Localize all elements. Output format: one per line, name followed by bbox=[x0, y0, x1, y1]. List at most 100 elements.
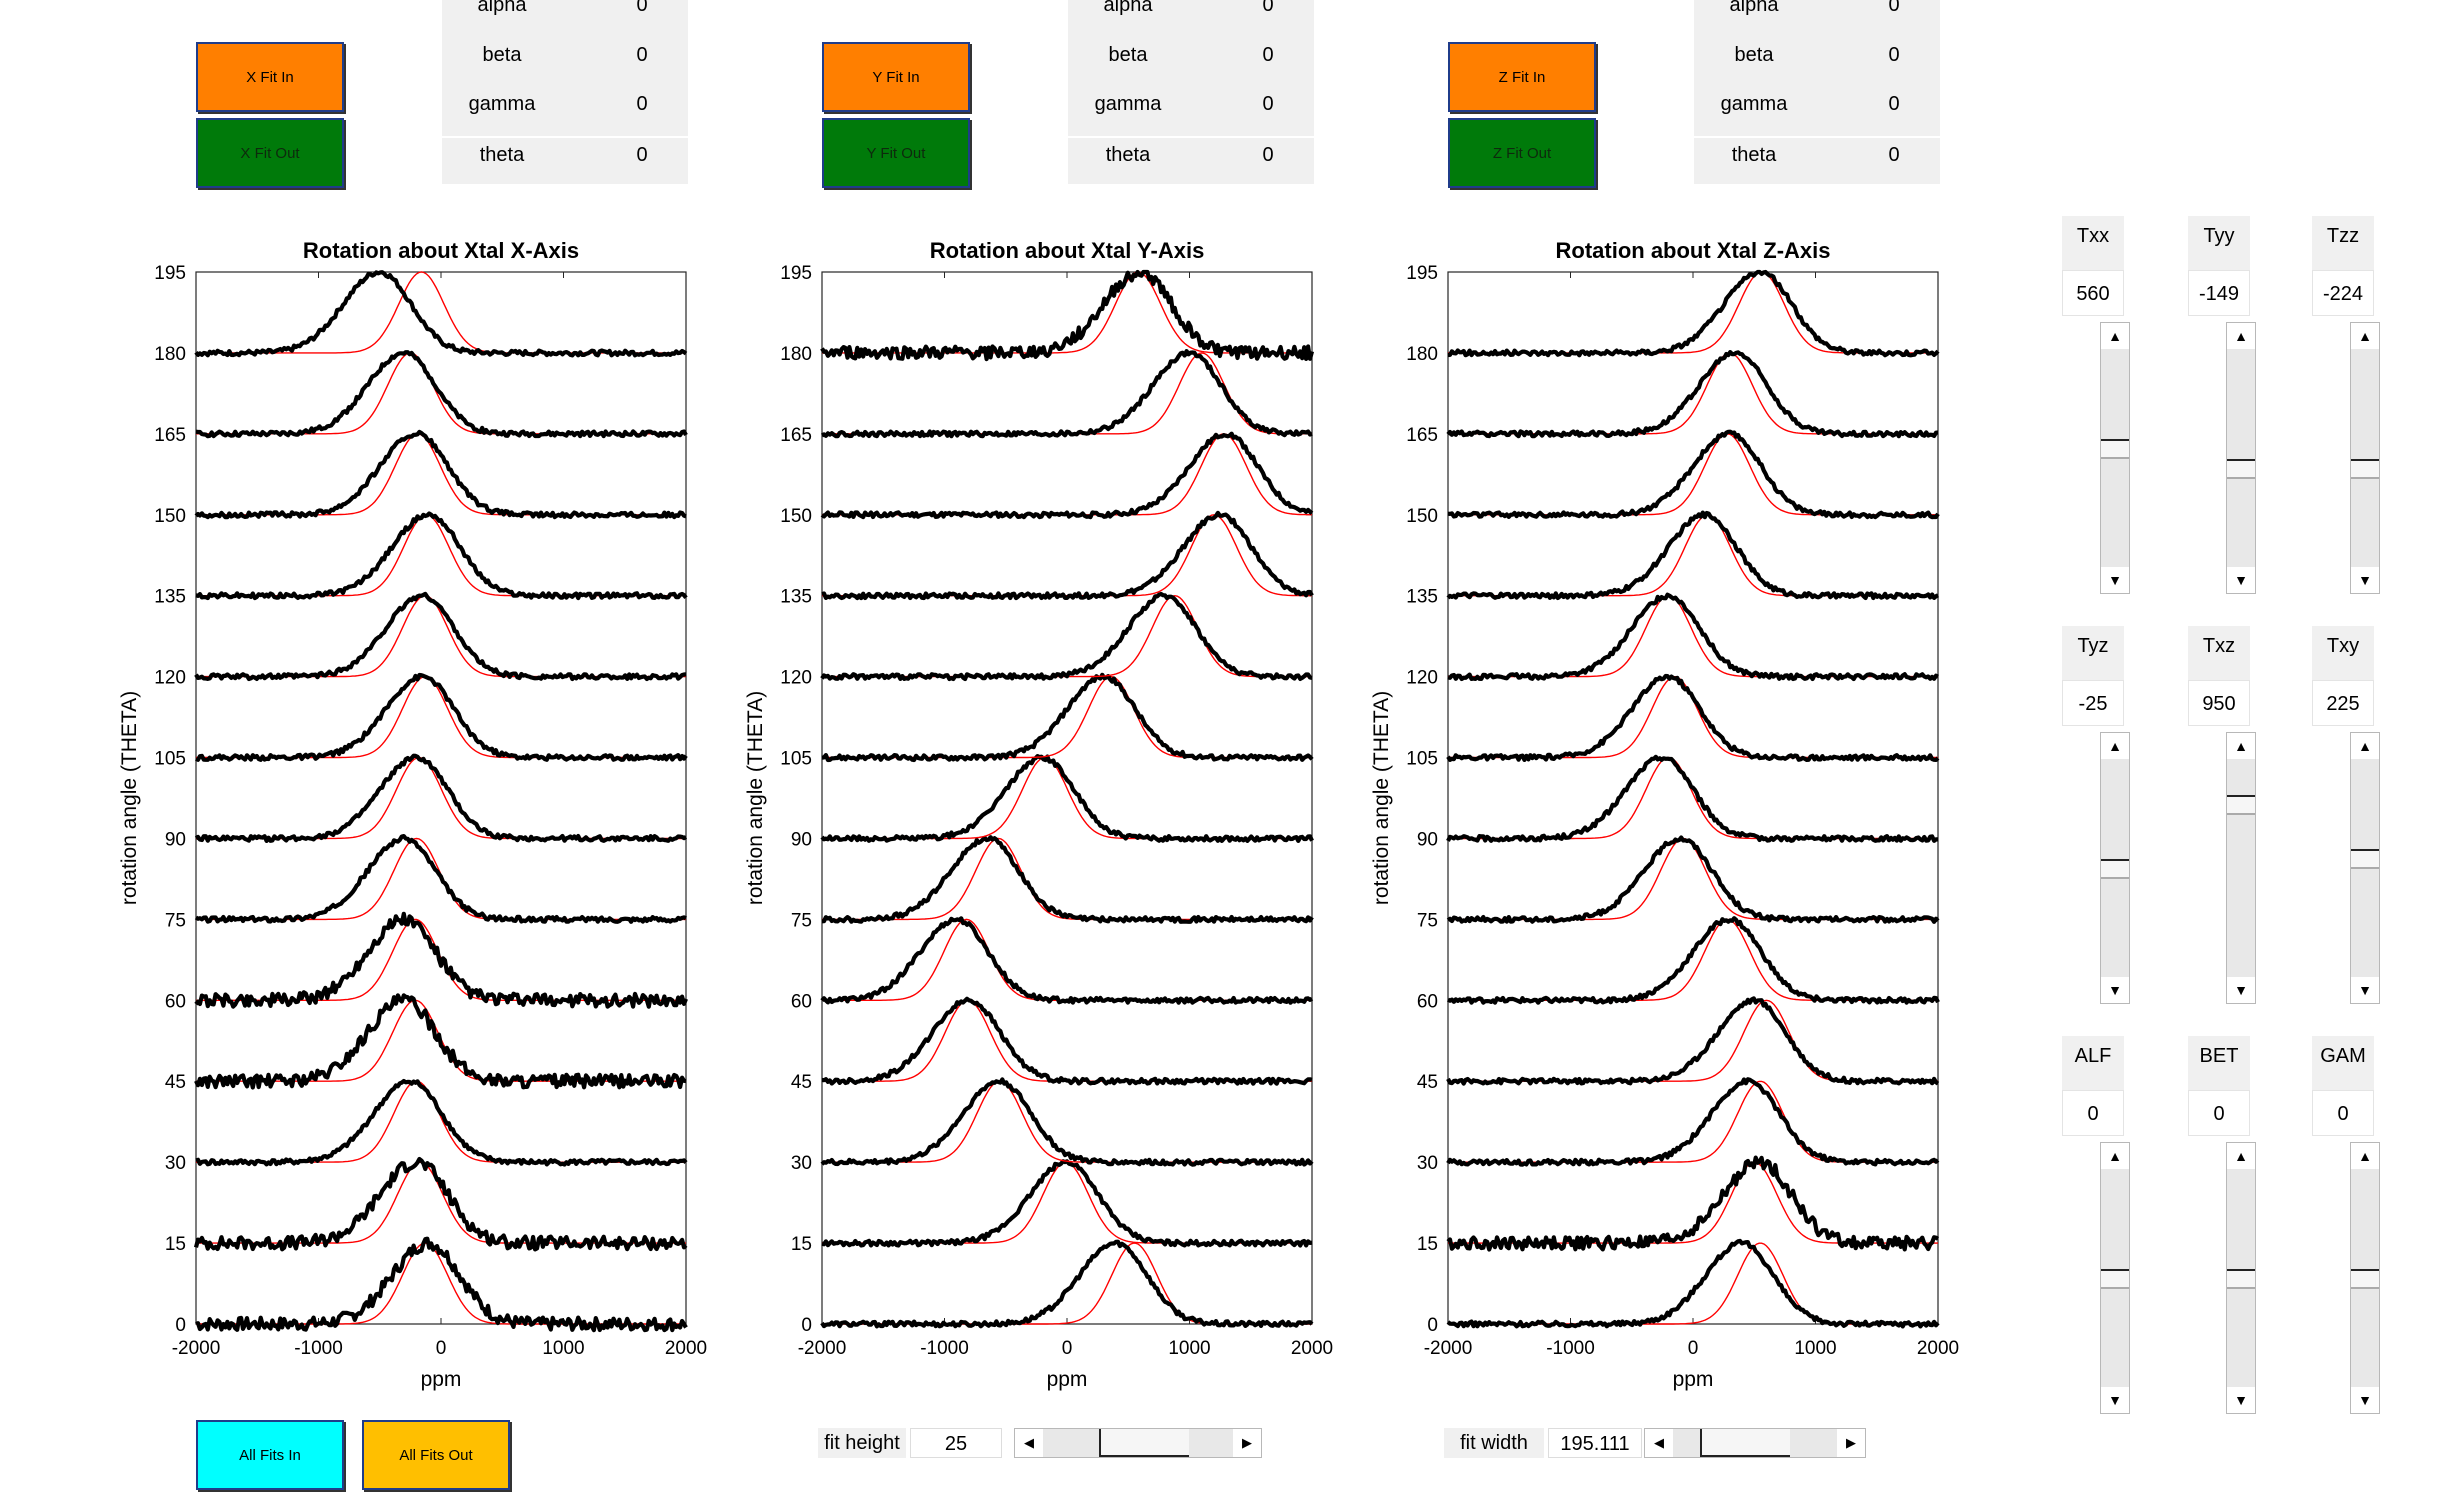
y-params-panel: alpha 0 beta 0 gamma 0 theta 0 bbox=[1068, 0, 1314, 184]
down-arrow-icon[interactable]: ▼ bbox=[2351, 567, 2379, 593]
data-curve-135 bbox=[1446, 510, 1939, 601]
slider-thumb[interactable] bbox=[2351, 849, 2379, 869]
param-value: 0 bbox=[636, 93, 648, 115]
tensor-label-alf: ALF bbox=[2062, 1036, 2124, 1090]
down-arrow-icon[interactable]: ▼ bbox=[2101, 977, 2129, 1003]
y-tick-label: 120 bbox=[780, 668, 812, 689]
y-axis-label: rotation angle (THETA) bbox=[744, 691, 767, 905]
tensor-slider-tzz[interactable]: ▲ ▼ bbox=[2350, 322, 2380, 594]
right-arrow-icon[interactable]: ▶ bbox=[1837, 1429, 1865, 1457]
y-fit-in-button[interactable]: Y Fit In bbox=[822, 42, 970, 112]
x-axis-label: ppm bbox=[421, 1368, 462, 1391]
down-arrow-icon[interactable]: ▼ bbox=[2351, 1387, 2379, 1413]
param-row: alpha 0 bbox=[442, 0, 688, 40]
tensor-slider-tyz[interactable]: ▲ ▼ bbox=[2100, 732, 2130, 1004]
left-arrow-icon[interactable]: ◀ bbox=[1015, 1429, 1043, 1457]
param-row: alpha 0 bbox=[1068, 0, 1314, 40]
tensor-slider-gam[interactable]: ▲ ▼ bbox=[2350, 1142, 2380, 1414]
tensor-input-tyy[interactable]: -149 bbox=[2188, 270, 2250, 316]
y-tick-label: 15 bbox=[1417, 1234, 1438, 1255]
slider-thumb[interactable] bbox=[2227, 1269, 2255, 1289]
slider-thumb[interactable] bbox=[2351, 459, 2379, 479]
param-label: gamma bbox=[1094, 93, 1162, 115]
all-fits-out-button[interactable]: All Fits Out bbox=[362, 1420, 510, 1490]
x-fit-in-button[interactable]: X Fit In bbox=[196, 42, 344, 112]
tensor-slider-txy[interactable]: ▲ ▼ bbox=[2350, 732, 2380, 1004]
tensor-input-txx[interactable]: 560 bbox=[2062, 270, 2124, 316]
left-arrow-icon[interactable]: ◀ bbox=[1645, 1429, 1673, 1457]
x-fit-out-button[interactable]: X Fit Out bbox=[196, 118, 344, 188]
tensor-slider-alf[interactable]: ▲ ▼ bbox=[2100, 1142, 2130, 1414]
tensor-slider-tyy[interactable]: ▲ ▼ bbox=[2226, 322, 2256, 594]
up-arrow-icon[interactable]: ▲ bbox=[2227, 1143, 2255, 1169]
param-value: 0 bbox=[1888, 93, 1900, 115]
data-curve-45 bbox=[1446, 996, 1940, 1086]
z-fit-out-button[interactable]: Z Fit Out bbox=[1448, 118, 1596, 188]
up-arrow-icon[interactable]: ▲ bbox=[2351, 733, 2379, 759]
data-curve-165 bbox=[1446, 349, 1939, 439]
fit-curve-105 bbox=[1448, 676, 1938, 759]
param-value: 0 bbox=[1262, 144, 1274, 166]
x-tick-label: 1000 bbox=[1794, 1338, 1836, 1359]
param-row: beta 0 bbox=[1694, 44, 1940, 90]
slider-thumb[interactable] bbox=[1099, 1429, 1190, 1457]
tensor-input-txy[interactable]: 225 bbox=[2312, 680, 2374, 726]
up-arrow-icon[interactable]: ▲ bbox=[2351, 1143, 2379, 1169]
up-arrow-icon[interactable]: ▲ bbox=[2227, 733, 2255, 759]
data-curve-90 bbox=[194, 753, 688, 844]
x-tick-label: -1000 bbox=[1546, 1338, 1595, 1359]
fit-curve-90 bbox=[1448, 756, 1938, 840]
all-fits-in-button[interactable]: All Fits In bbox=[196, 1420, 344, 1490]
tensor-slider-bet[interactable]: ▲ ▼ bbox=[2226, 1142, 2256, 1414]
fit-width-input[interactable]: 195.111 bbox=[1548, 1428, 1642, 1458]
slider-thumb[interactable] bbox=[2351, 1269, 2379, 1289]
slider-thumb[interactable] bbox=[2101, 859, 2129, 879]
x-params-panel: alpha 0 beta 0 gamma 0 theta 0 bbox=[442, 0, 688, 184]
tensor-input-alf[interactable]: 0 bbox=[2062, 1090, 2124, 1136]
up-arrow-icon[interactable]: ▲ bbox=[2101, 733, 2129, 759]
tensor-input-txz[interactable]: 950 bbox=[2188, 680, 2250, 726]
up-arrow-icon[interactable]: ▲ bbox=[2101, 1143, 2129, 1169]
y-tick-label: 135 bbox=[780, 587, 812, 608]
slider-thumb[interactable] bbox=[1699, 1429, 1790, 1457]
fit-width-label: fit width bbox=[1444, 1428, 1544, 1458]
down-arrow-icon[interactable]: ▼ bbox=[2101, 1387, 2129, 1413]
slider-thumb[interactable] bbox=[2101, 439, 2129, 459]
tensor-label-tyz: Tyz bbox=[2062, 626, 2124, 680]
slider-thumb[interactable] bbox=[2227, 459, 2255, 479]
up-arrow-icon[interactable]: ▲ bbox=[2227, 323, 2255, 349]
down-arrow-icon[interactable]: ▼ bbox=[2227, 977, 2255, 1003]
fit-width-slider[interactable]: ◀ ▶ bbox=[1644, 1428, 1866, 1458]
x-tick-label: -2000 bbox=[798, 1338, 847, 1359]
fit-height-input[interactable]: 25 bbox=[910, 1428, 1002, 1458]
tensor-label-tzz: Tzz bbox=[2312, 216, 2374, 270]
fit-curve-120 bbox=[822, 594, 1312, 678]
slider-thumb[interactable] bbox=[2101, 1269, 2129, 1289]
data-curve-165 bbox=[195, 350, 688, 439]
param-row: alpha 0 bbox=[1694, 0, 1940, 40]
y-tick-label: 180 bbox=[780, 344, 812, 365]
y-tick-label: 135 bbox=[154, 587, 186, 608]
tensor-input-bet[interactable]: 0 bbox=[2188, 1090, 2250, 1136]
right-arrow-icon[interactable]: ▶ bbox=[1233, 1429, 1261, 1457]
x-axis-rotation-chart: Rotation about Xtal X-Axis ppm rotation an… bbox=[118, 238, 707, 1391]
up-arrow-icon[interactable]: ▲ bbox=[2101, 323, 2129, 349]
y-tick-label: 150 bbox=[780, 506, 812, 527]
tensor-slider-txx[interactable]: ▲ ▼ bbox=[2100, 322, 2130, 594]
y-fit-out-button[interactable]: Y Fit Out bbox=[822, 118, 970, 188]
param-row: gamma 0 bbox=[442, 93, 688, 139]
slider-thumb[interactable] bbox=[2227, 795, 2255, 815]
down-arrow-icon[interactable]: ▼ bbox=[2227, 567, 2255, 593]
tensor-input-tzz[interactable]: -224 bbox=[2312, 270, 2374, 316]
tensor-input-gam[interactable]: 0 bbox=[2312, 1090, 2374, 1136]
down-arrow-icon[interactable]: ▼ bbox=[2101, 567, 2129, 593]
down-arrow-icon[interactable]: ▼ bbox=[2227, 1387, 2255, 1413]
tensor-input-tyz[interactable]: -25 bbox=[2062, 680, 2124, 726]
fit-curve-0 bbox=[196, 1242, 686, 1325]
fit-height-slider[interactable]: ◀ ▶ bbox=[1014, 1428, 1262, 1458]
tensor-slider-txz[interactable]: ▲ ▼ bbox=[2226, 732, 2256, 1004]
z-fit-in-button[interactable]: Z Fit In bbox=[1448, 42, 1596, 112]
data-curve-180 bbox=[820, 269, 1315, 362]
down-arrow-icon[interactable]: ▼ bbox=[2351, 977, 2379, 1003]
up-arrow-icon[interactable]: ▲ bbox=[2351, 323, 2379, 349]
